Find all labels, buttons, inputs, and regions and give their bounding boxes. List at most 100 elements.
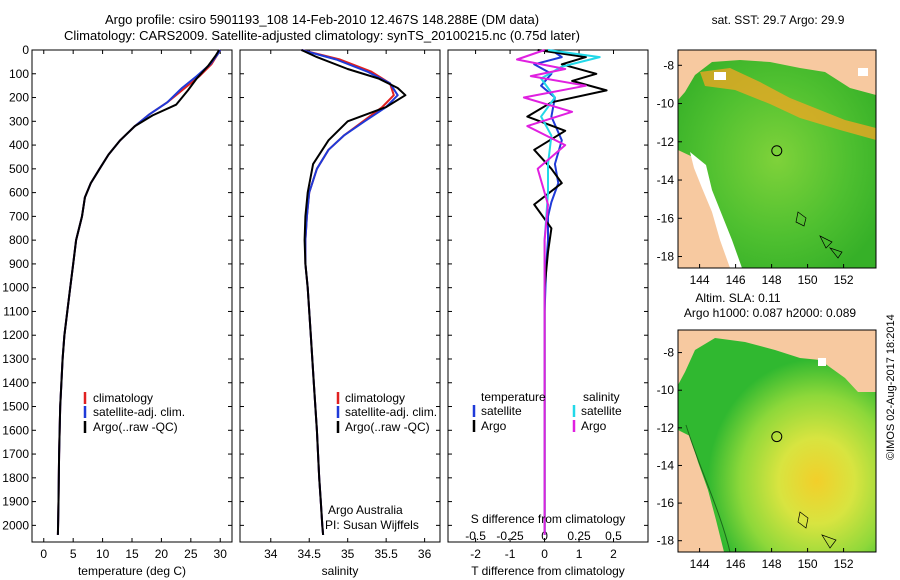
s-difference-label: S difference from climatology (471, 512, 626, 526)
y-tick-label: 600 (9, 186, 29, 200)
temperature-panel (31, 49, 233, 543)
legend-argo-label: Argo(..raw -QC) (345, 420, 430, 434)
x-tick-label: -1 (505, 547, 516, 561)
temperature-xlabel: temperature (deg C) (78, 564, 186, 578)
series-line-2 (540, 49, 601, 535)
difference-xlabel: T difference from climatology (471, 564, 625, 578)
coast-gap (818, 358, 826, 366)
x-tick-label: 35 (341, 547, 355, 561)
map-x-tick-label: 146 (726, 557, 746, 571)
map-x-tick-label: 152 (834, 273, 854, 287)
header-line-2: Climatology: CARS2009. Satellite-adjuste… (64, 28, 580, 43)
x-tick-label: 25 (184, 547, 198, 561)
y-tick-label: 1500 (2, 400, 29, 414)
legend-clim-label: climatology (345, 391, 405, 405)
y-tick-label: 2000 (2, 518, 29, 532)
series-line-2 (301, 49, 407, 535)
legend-t-argo-label: Argo (481, 419, 507, 433)
map-x-tick-label: 150 (798, 273, 818, 287)
y-tick-label: 1600 (2, 423, 29, 437)
x2-tick-label: 0 (541, 529, 548, 543)
y-tick-label: 500 (9, 162, 29, 176)
reef-shelf (690, 152, 742, 268)
x2-tick-label: -0.5 (465, 529, 486, 543)
map-y-tick-label: -8 (663, 58, 674, 72)
credit-pi: PI: Susan Wijffels (325, 518, 419, 532)
map-y-tick-label: -12 (657, 135, 675, 149)
salinity-panel (239, 49, 441, 543)
sst-map: sat. SST: 29.7 Argo: 29.9 (677, 13, 877, 269)
y-tick-label: 1200 (2, 328, 29, 342)
map-y-tick-label: -18 (657, 250, 675, 264)
reef-outlines (795, 211, 843, 259)
y-tick-label: 400 (9, 138, 29, 152)
map-y-tick-label: -8 (663, 346, 674, 360)
y-tick-label: 300 (9, 114, 29, 128)
legend-argo-label: Argo(..raw -QC) (93, 420, 178, 434)
sst-map-frame (677, 49, 877, 269)
map-y-tick-label: -16 (657, 211, 675, 225)
x-tick-label: 0 (40, 547, 47, 561)
warm-band (700, 68, 876, 140)
y-tick-label: 1100 (3, 304, 29, 318)
header-line-1: Argo profile: csiro 5901193_108 14-Feb-2… (105, 12, 539, 27)
cloud-gap (714, 72, 726, 80)
x-tick-label: 34 (264, 547, 278, 561)
map-y-tick-label: -16 (657, 496, 675, 510)
x2-tick-label: 0.5 (605, 529, 622, 543)
map-y-tick-label: -10 (657, 383, 675, 397)
land-australia (678, 430, 724, 552)
y-tick-label: 1800 (2, 471, 29, 485)
reef-outlines (797, 511, 837, 549)
y-tick-label: 700 (9, 209, 29, 223)
series-line-3 (516, 49, 587, 535)
map-x-tick-label: 152 (834, 557, 854, 571)
imos-watermark: ©IMOS 02-Aug-2017 18:2014 (885, 314, 897, 460)
map-y-tick-label: -14 (657, 173, 675, 187)
temperature-legend: climatology satellite-adj. clim. Argo(..… (83, 391, 185, 434)
y-tick-label: 100 (9, 67, 29, 81)
salinity-xlabel: salinity (322, 564, 359, 578)
map-y-tick-label: -14 (657, 458, 675, 472)
sla-map: Altim. SLA: 0.11 Argo h1000: 0.087 h2000… (677, 291, 877, 553)
map-x-tick-label: 144 (690, 273, 710, 287)
land-png-north (678, 330, 876, 392)
y-tick-label: 0 (22, 43, 29, 57)
legend-s-sat-label: satellite (581, 404, 622, 418)
map-y-tick-label: -18 (657, 534, 675, 548)
x2-tick-label: -0.25 (496, 529, 524, 543)
x-tick-label: 36 (418, 547, 432, 561)
x-tick-label: 35.5 (374, 547, 398, 561)
difference-legend: temperature salinity satellite Argo sate… (471, 390, 626, 526)
legend-temperature-header: temperature (481, 390, 546, 404)
legend-s-argo-label: Argo (581, 419, 607, 433)
map-x-tick-label: 144 (690, 557, 710, 571)
y-tick-label: 1000 (2, 281, 29, 295)
land-png-north (678, 50, 876, 100)
sla-map-frame (677, 329, 877, 553)
legend-t-sat-label: satellite (481, 404, 522, 418)
y-tick-label: 800 (9, 233, 29, 247)
legend-salinity-header: salinity (583, 390, 620, 404)
map-y-tick-label: -12 (657, 421, 675, 435)
sst-map-title: sat. SST: 29.7 Argo: 29.9 (712, 13, 845, 27)
x-tick-label: 30 (214, 547, 228, 561)
x-tick-label: 1 (576, 547, 583, 561)
legend-sat-label: satellite-adj. clim. (93, 405, 185, 419)
x-tick-label: 0 (541, 547, 548, 561)
map-y-tick-label: -10 (657, 97, 675, 111)
float-location-marker (771, 431, 783, 443)
x-tick-label: 5 (70, 547, 77, 561)
bathymetry-contour (685, 424, 731, 552)
x2-tick-label: 0.25 (567, 529, 591, 543)
y-tick-label: 1700 (2, 447, 29, 461)
x-tick-label: 2 (610, 547, 617, 561)
x-tick-label: 34.5 (298, 547, 322, 561)
cloud-gap (858, 68, 868, 76)
y-tick-label: 1900 (2, 495, 29, 509)
series-line-2 (56, 49, 220, 535)
sla-map-title: Altim. SLA: 0.11 (695, 291, 780, 305)
x-tick-label: 10 (96, 547, 110, 561)
legend-sat-label: satellite-adj. clim. (345, 405, 437, 419)
